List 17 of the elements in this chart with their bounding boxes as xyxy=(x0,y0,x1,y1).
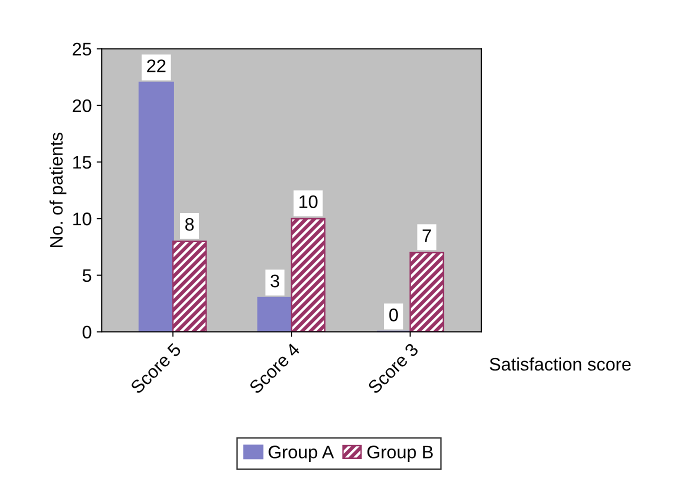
data-label: 22 xyxy=(147,59,166,72)
data-label: 10 xyxy=(299,195,318,208)
data-label: 0 xyxy=(389,308,398,322)
data-label: 3 xyxy=(270,274,280,288)
data-label: 7 xyxy=(422,229,431,242)
legend-label: Group A xyxy=(268,446,334,462)
x-axis-title: Satisfaction score xyxy=(490,357,631,371)
y-tick-label: 0 xyxy=(82,326,92,339)
legend-label: Group B xyxy=(367,446,433,462)
y-axis-title: No. of patients xyxy=(50,132,66,248)
y-tick-label: 20 xyxy=(72,99,92,112)
y-tick-label: 15 xyxy=(73,156,92,169)
y-tick-label: 25 xyxy=(72,42,92,56)
data-label: 8 xyxy=(185,218,194,231)
bar xyxy=(172,240,207,332)
y-tick-label: 5 xyxy=(82,269,92,282)
y-tick-label: 10 xyxy=(73,212,92,226)
